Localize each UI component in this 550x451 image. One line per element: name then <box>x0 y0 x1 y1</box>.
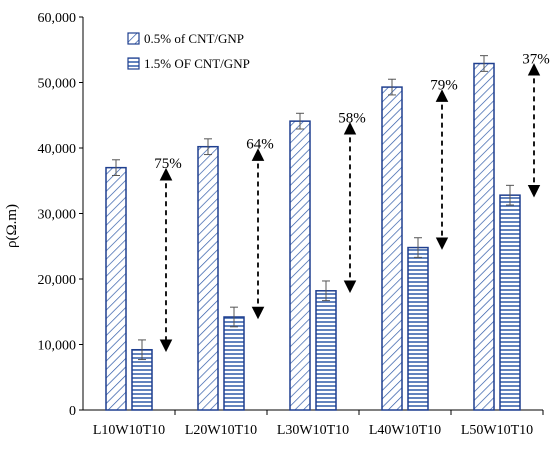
x-tick-label: L20W10T10 <box>185 423 257 438</box>
bars <box>105 55 521 411</box>
annotations: 75% 64% 58% 79% 37% <box>154 51 550 353</box>
bar <box>473 62 495 411</box>
annotation-label: 75% <box>154 156 182 172</box>
annotation-label: 79% <box>430 78 458 94</box>
annotation-label: 58% <box>338 110 366 126</box>
bar <box>499 194 521 411</box>
axes: 0 10,000 20,000 30,000 40,000 50,000 60,000 L10… <box>38 11 544 438</box>
bar <box>315 290 337 411</box>
legend-label: 1.5% OF CNT/GNP <box>144 56 250 71</box>
annotation-label: 64% <box>246 137 274 153</box>
annotation-label: 37% <box>522 51 550 67</box>
legend-label: 0.5% of CNT/GNP <box>144 31 244 46</box>
x-tick-label: L40W10T10 <box>369 423 441 438</box>
x-tick-label: L50W10T10 <box>461 423 533 438</box>
y-tick-label: 30,000 <box>38 208 77 223</box>
legend: 0.5% of CNT/GNP 1.5% OF CNT/GNP <box>127 31 250 71</box>
y-tick-label: 10,000 <box>38 339 77 354</box>
y-tick-label: 40,000 <box>38 142 77 157</box>
y-tick-label: 0 <box>69 404 76 419</box>
bar <box>105 166 127 411</box>
bar <box>381 86 403 411</box>
legend-swatch <box>127 32 140 45</box>
y-tick-label: 60,000 <box>38 11 77 26</box>
bar <box>289 120 311 411</box>
legend-swatch <box>127 57 140 70</box>
bar <box>407 246 429 411</box>
x-tick-label: L30W10T10 <box>277 423 349 438</box>
bar <box>223 316 245 411</box>
y-tick-label: 50,000 <box>38 77 77 92</box>
x-tick-label: L10W10T10 <box>93 423 165 438</box>
bar <box>197 145 219 411</box>
y-tick-label: 20,000 <box>38 273 77 288</box>
y-axis-label: ρ(Ω.m) <box>4 204 20 248</box>
